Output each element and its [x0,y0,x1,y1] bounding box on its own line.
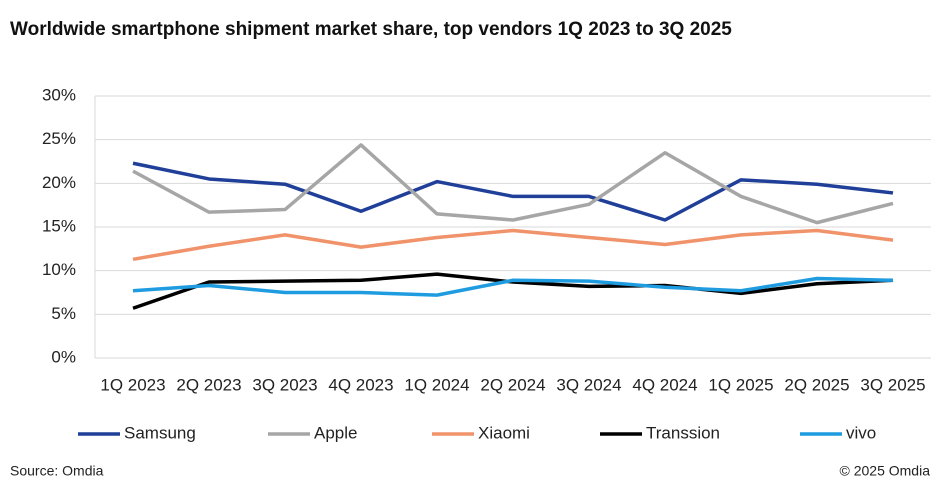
x-tick-label: 3Q 2025 [860,375,925,394]
chart-title: Worldwide smartphone shipment market sha… [10,19,732,40]
y-tick-label: 10% [42,260,76,279]
x-tick-label: 4Q 2023 [328,375,393,394]
y-tick-label: 30% [42,85,76,104]
y-tick-label: 15% [42,216,76,235]
x-tick-label: 1Q 2024 [404,375,469,394]
y-tick-label: 0% [51,347,76,366]
series-line [132,228,894,262]
x-tick-label: 3Q 2023 [252,375,317,394]
y-tick-label: 5% [51,304,76,323]
y-tick-label: 25% [42,129,76,148]
series-line [132,161,894,222]
legend-label: Samsung [124,423,196,442]
legend-label: Xiaomi [478,423,530,442]
y-tick-label: 20% [42,173,76,192]
x-tick-label: 2Q 2024 [480,375,545,394]
series-line [132,276,894,297]
x-tick-label: 1Q 2023 [100,375,165,394]
x-tick-label: 2Q 2023 [176,375,241,394]
copyright: © 2025 Omdia [840,463,931,479]
x-tick-label: 1Q 2025 [708,375,773,394]
x-tick-label: 2Q 2025 [784,375,849,394]
source: Source: Omdia [10,463,104,479]
legend-label: Apple [314,423,357,442]
legend-label: Transsion [646,423,720,442]
series-line [132,143,894,225]
legend-label: vivo [846,423,876,442]
x-tick-label: 3Q 2024 [556,375,621,394]
x-tick-label: 4Q 2024 [632,375,697,394]
